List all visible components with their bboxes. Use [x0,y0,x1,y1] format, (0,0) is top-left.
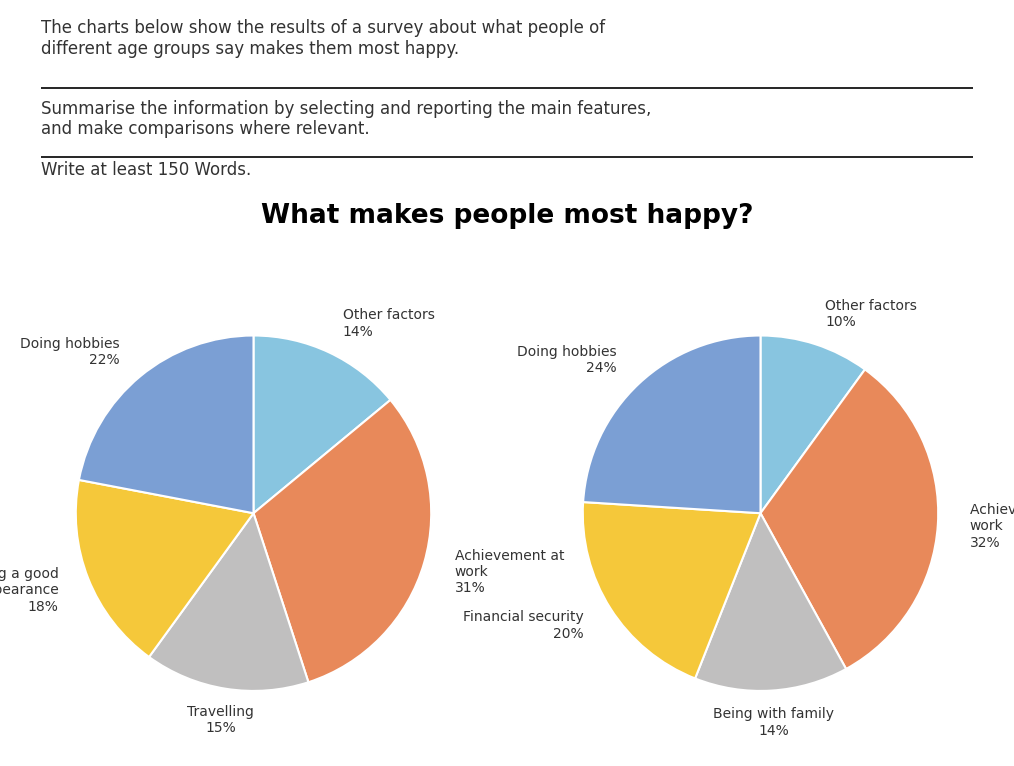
Text: Being with family
14%: Being with family 14% [713,708,835,738]
Text: Write at least 150 Words.: Write at least 150 Words. [41,161,250,178]
Wedge shape [254,336,390,513]
Text: Summarise the information by selecting and reporting the main features,
and make: Summarise the information by selecting a… [41,100,651,139]
Wedge shape [79,336,254,513]
Wedge shape [695,513,846,691]
Text: Doing hobbies
24%: Doing hobbies 24% [517,345,617,375]
Text: What makes people most happy?: What makes people most happy? [261,203,753,229]
Wedge shape [149,513,308,691]
Text: Achievement at
work
32%: Achievement at work 32% [969,503,1014,549]
Wedge shape [583,336,760,513]
Wedge shape [760,369,938,669]
Wedge shape [760,336,865,513]
Text: Other factors
10%: Other factors 10% [825,299,918,329]
Text: Having a good
appearance
18%: Having a good appearance 18% [0,567,59,614]
Text: Financial security
20%: Financial security 20% [462,611,583,640]
Wedge shape [254,400,431,683]
Text: Doing hobbies
22%: Doing hobbies 22% [20,336,120,367]
Text: Achievement at
work
31%: Achievement at work 31% [455,548,565,595]
Text: Other factors
14%: Other factors 14% [343,309,435,339]
Wedge shape [583,502,760,679]
Text: Travelling
15%: Travelling 15% [188,705,255,735]
Wedge shape [76,480,254,657]
Text: The charts below show the results of a survey about what people of
different age: The charts below show the results of a s… [41,19,604,58]
